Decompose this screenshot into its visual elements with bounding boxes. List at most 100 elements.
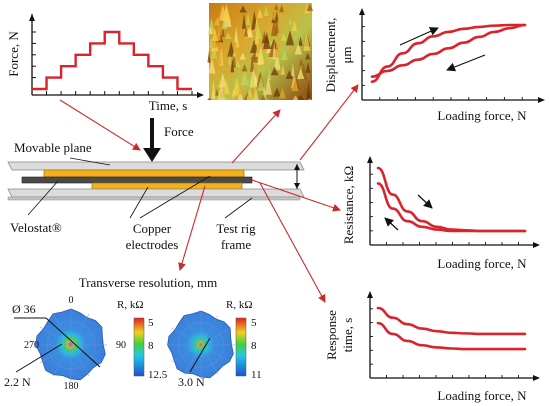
polar-right-grid: [167, 311, 235, 379]
micrograph-spike: [211, 79, 216, 100]
micrograph-spike: [271, 17, 278, 36]
micrograph-spike: [291, 62, 295, 77]
micrograph-spike: [207, 26, 213, 35]
micrograph-texture: [207, 3, 314, 100]
force-y-axis-arrowhead: [29, 14, 35, 21]
polar-spoke: [39, 326, 72, 346]
displacement-ylabel-line1: Displacement,: [323, 18, 338, 93]
polar-left-grid: [35, 309, 107, 381]
micrograph-spike: [297, 68, 305, 80]
micrograph-spike: [263, 58, 269, 66]
polar-spoke: [39, 344, 72, 364]
test-rig-frame: [7, 188, 305, 198]
micrograph-spike: [217, 23, 221, 41]
response-y-arrowhead: [367, 291, 373, 298]
resistance-ylabel: Resistance, kΩ: [341, 166, 356, 244]
micrograph-spike: [250, 39, 259, 54]
micrograph-spike: [301, 86, 308, 100]
response-xlabel: Loading force, N: [437, 388, 527, 403]
micrograph-spike: [246, 87, 254, 100]
micrograph-spike: [306, 89, 311, 99]
micrograph-spike: [254, 27, 260, 45]
micrograph-spike: [218, 73, 228, 88]
micrograph-spike: [236, 40, 244, 60]
micrograph-spike: [235, 37, 240, 48]
micrograph-spike: [228, 54, 232, 65]
resistance-curves: [376, 166, 527, 233]
velostat-leader: [27, 180, 59, 216]
micrograph-spike: [289, 42, 294, 51]
polar-spoke: [200, 344, 231, 363]
micrograph-spike: [273, 51, 281, 71]
diameter-line: [45, 317, 101, 368]
response-axis-ticks: [370, 308, 519, 378]
micrograph-spike: [269, 38, 279, 50]
micrograph-spike: [232, 49, 237, 57]
micrograph-spike: [250, 52, 259, 60]
micrograph-spike: [241, 13, 247, 29]
micrograph-spike: [241, 64, 248, 72]
micrograph-spike: [260, 94, 266, 100]
colorbar-left-tick-3: 12.5: [148, 369, 168, 381]
micrograph-spike: [234, 25, 239, 43]
displacement-axis-ticks: [362, 26, 523, 100]
colorbar-right-title: R, kΩ: [226, 299, 253, 311]
angle-90-left: 90: [116, 340, 126, 351]
micrograph-spike: [304, 3, 310, 14]
micrograph-spike: [299, 58, 304, 66]
micrograph-spike: [224, 98, 229, 100]
colorbar-right-tick-2: 8: [251, 340, 257, 352]
micrograph-spike: [273, 87, 282, 97]
polar-map-left: Ø 36 0 90 180 270 2.2 N R, kΩ 5 8 12.5: [4, 295, 168, 392]
force-step-curve: [32, 30, 192, 91]
micrograph-spike: [254, 18, 260, 31]
response-time-plot: Response time, s Loading force, N: [324, 291, 540, 403]
resistance-y-arrowhead: [367, 156, 373, 163]
loading-direction-arrow: [399, 27, 439, 46]
micrograph-spike: [285, 70, 294, 80]
angle-270-left: 270: [24, 340, 39, 351]
micrograph-spike: [221, 19, 228, 30]
micrograph-spike: [306, 3, 314, 11]
micrograph-spike: [230, 57, 235, 73]
micrograph-spike: [263, 5, 269, 16]
response-ylabel-line2: time, s: [340, 318, 355, 353]
copper-leader-2: [139, 175, 211, 219]
displacement-y-arrowhead: [359, 8, 365, 15]
colorbar-left-tick-2: 8: [148, 340, 154, 352]
micrograph-spike: [292, 95, 299, 100]
micrograph-spike: [251, 70, 255, 88]
micrograph-spike: [239, 52, 247, 60]
resistance-loading-arrow: [417, 194, 433, 209]
colorbar-right: [235, 317, 247, 377]
polar-spoke: [200, 315, 219, 346]
copper-leader-1: [129, 186, 149, 219]
micrograph-spike: [305, 62, 311, 73]
polar-spoke: [52, 313, 72, 346]
resistance-plot: Resistance, kΩ Loading force, N: [341, 156, 540, 271]
polar-spoke: [171, 327, 202, 346]
micrograph-spike: [281, 50, 288, 60]
micrograph-spike: [307, 98, 312, 100]
micrograph-spike: [215, 88, 219, 96]
test-rig-leader: [224, 197, 253, 219]
micrograph-spike: [294, 43, 303, 55]
micrograph-spike: [207, 50, 211, 63]
micrograph-spike: [257, 76, 265, 91]
polar-spoke: [52, 344, 72, 377]
polar-spoke: [183, 344, 202, 375]
micrograph-spike: [249, 56, 255, 72]
top-copper-electrode: [43, 169, 245, 178]
micrograph-spike: [274, 3, 279, 11]
setup-to-resolution-arrow: [178, 185, 206, 271]
micrograph-spike: [291, 75, 299, 92]
micrograph-spike: [239, 5, 247, 13]
micrograph-spike: [207, 97, 212, 100]
resp-curves-series-2: [376, 321, 527, 351]
copper-label-line1: Copper: [133, 221, 172, 236]
micrograph-spike: [244, 27, 249, 37]
polar-spoke: [70, 344, 103, 364]
angle-0-left: 0: [69, 295, 74, 306]
micrograph-spike: [266, 16, 274, 33]
